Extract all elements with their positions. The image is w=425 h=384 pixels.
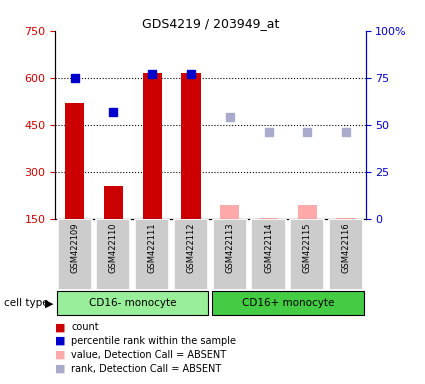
Text: GSM422110: GSM422110	[109, 222, 118, 273]
Text: CD16+ monocyte: CD16+ monocyte	[242, 298, 334, 308]
Bar	[212, 291, 363, 316]
Bar	[181, 73, 201, 219]
Text: count: count	[71, 322, 99, 332]
Text: GSM422116: GSM422116	[342, 222, 351, 273]
Text: GSM422109: GSM422109	[70, 222, 79, 273]
Bar	[259, 218, 278, 219]
Text: cell type: cell type	[4, 298, 49, 308]
Bar	[290, 219, 324, 290]
Text: ■: ■	[55, 364, 66, 374]
Bar	[220, 205, 239, 219]
Text: GSM422111: GSM422111	[148, 222, 157, 273]
Text: ■: ■	[55, 350, 66, 360]
Bar	[252, 219, 286, 290]
Text: GSM422112: GSM422112	[187, 222, 196, 273]
Text: ■: ■	[55, 322, 66, 332]
Bar	[298, 205, 317, 219]
Bar	[337, 218, 356, 219]
Bar	[65, 103, 84, 219]
Text: rank, Detection Call = ABSENT: rank, Detection Call = ABSENT	[71, 364, 222, 374]
Text: ■: ■	[55, 336, 66, 346]
Text: GSM422114: GSM422114	[264, 222, 273, 273]
Bar	[96, 219, 130, 290]
Bar	[104, 186, 123, 219]
Bar	[142, 73, 162, 219]
Bar	[57, 291, 208, 316]
Title: GDS4219 / 203949_at: GDS4219 / 203949_at	[142, 17, 279, 30]
Bar	[174, 219, 208, 290]
Text: ▶: ▶	[45, 298, 53, 308]
Text: CD16- monocyte: CD16- monocyte	[89, 298, 176, 308]
Text: GSM422115: GSM422115	[303, 222, 312, 273]
Text: GSM422113: GSM422113	[225, 222, 234, 273]
Text: value, Detection Call = ABSENT: value, Detection Call = ABSENT	[71, 350, 227, 360]
Text: percentile rank within the sample: percentile rank within the sample	[71, 336, 236, 346]
Bar	[212, 219, 247, 290]
Bar	[135, 219, 169, 290]
Bar	[329, 219, 363, 290]
Bar	[57, 219, 92, 290]
